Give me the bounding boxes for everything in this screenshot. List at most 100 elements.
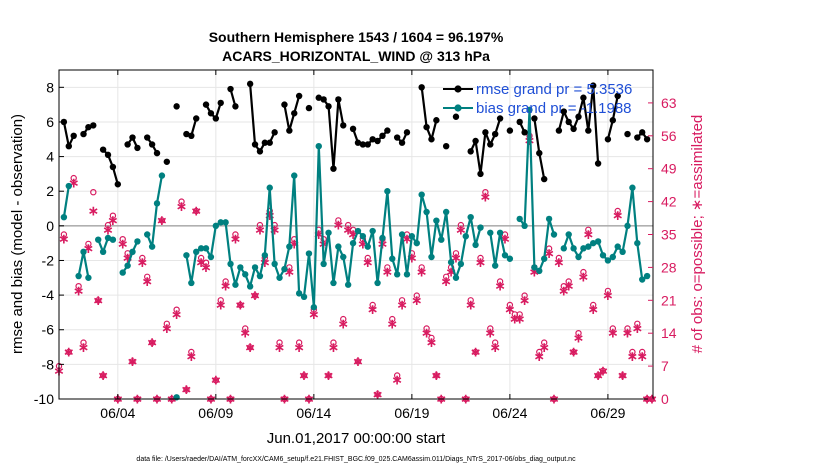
bias-point [536, 267, 543, 275]
x-tick-label: 06/19 [394, 405, 429, 421]
y-tick-label: 4 [46, 149, 54, 165]
obs-possible-point [389, 315, 396, 323]
obs-possible-point [477, 254, 484, 262]
obs-possible-point [506, 301, 514, 309]
obs-assimilated-point: ∗ [58, 232, 70, 248]
rmse-point [442, 142, 450, 150]
right-y-axis-ticks: 0 7 14 21 28 35 42 49 56 63 [648, 95, 677, 407]
obs-assimilated-point: ∗ [538, 340, 550, 356]
obs-possible-point [330, 339, 337, 346]
bias-point [237, 264, 244, 271]
obs-possible-point [398, 297, 406, 304]
bias-point [452, 274, 460, 281]
rmse-line-segment [283, 95, 301, 132]
obs-possible-point [516, 311, 523, 318]
rmse-point [129, 134, 136, 141]
bias-point [585, 243, 592, 250]
bias-point [462, 233, 469, 240]
obs-possible-point [75, 283, 82, 290]
bias-point [408, 233, 416, 240]
rmse-point [531, 115, 538, 122]
bias-point [134, 238, 141, 245]
bias-point [467, 213, 474, 221]
obs-possible-point [222, 278, 229, 285]
obs-assimilated-point: ∗ [332, 218, 344, 234]
bias-point [251, 264, 259, 271]
obs-possible-point [457, 221, 465, 229]
obs-possible-point [639, 348, 646, 356]
bias-point [276, 274, 283, 281]
obs-assimilated-point: ∗ [274, 340, 286, 356]
obs-possible-point [629, 348, 636, 356]
obs-assimilated-point: ∗ [136, 255, 148, 271]
obs-assimilated-point: ∗ [234, 298, 246, 314]
obs-possible-point [590, 301, 597, 309]
obs-possible-point [570, 348, 577, 356]
bias-point [349, 239, 357, 247]
rmse-series [60, 80, 651, 188]
rmse-point [585, 127, 592, 134]
rmse-point [349, 125, 357, 133]
rmse-point [643, 136, 651, 143]
bias-point [197, 245, 205, 252]
bias-point [340, 253, 347, 261]
rmse-point [246, 80, 254, 88]
obs-possible-point [472, 348, 479, 356]
obs-assimilated-point: ∗ [220, 279, 232, 295]
bias-line-segment [146, 175, 163, 248]
obs-possible-point [193, 207, 200, 215]
rmse-point [335, 96, 342, 103]
obs-assimilated-point: ∗ [421, 326, 433, 342]
rmse-point [555, 127, 563, 134]
obs-possible-point [354, 358, 362, 365]
rmse-line-segment [205, 102, 222, 120]
obs-possible-point [70, 174, 77, 182]
y-tick-label: 2 [46, 183, 54, 199]
obs-possible-point [580, 268, 587, 276]
bias-point [320, 260, 327, 268]
bias-point [207, 253, 215, 261]
obs-assimilated-point: ∗ [406, 251, 418, 267]
right-y-tick-label: 56 [661, 128, 677, 144]
obs-assimilated-point: ∗ [161, 321, 173, 337]
obs-assimilated-point: ∗ [440, 274, 452, 290]
rmse-point [286, 127, 293, 134]
bias-point [570, 245, 577, 252]
bias-point [580, 245, 587, 252]
right-y-tick-label: 35 [661, 227, 677, 243]
bias-point [75, 272, 82, 280]
right-y-tick-label: 42 [661, 194, 677, 210]
obs-possible-point [487, 325, 494, 332]
bias-point [501, 252, 509, 259]
obs-assimilated-point: ∗ [396, 298, 408, 314]
obs-possible-point [491, 339, 499, 346]
obs-assimilated-point: ∗ [367, 302, 379, 318]
rmse-point [104, 151, 112, 159]
obs-assimilated-point: ∗ [514, 312, 526, 328]
obs-possible-point [90, 188, 97, 196]
bias-line-segment [62, 185, 70, 218]
bias-point [256, 272, 264, 280]
rmse-point [188, 132, 195, 139]
obs-assimilated-point: ∗ [244, 340, 256, 356]
obs-assimilated-point: ∗ [146, 335, 158, 351]
rmse-point [85, 123, 92, 131]
obs-possible-point [300, 372, 308, 379]
rmse-point [99, 146, 107, 153]
obs-possible-point [604, 287, 612, 295]
obs-assimilated-point: ∗ [494, 279, 506, 295]
obs-possible-point [183, 386, 190, 393]
rmse-point [291, 110, 298, 117]
obs-assimilated-point: ∗ [92, 293, 104, 309]
obs-possible-point [384, 264, 391, 271]
bias-point [433, 217, 440, 224]
y-tick-label: -8 [42, 356, 55, 372]
obs-possible-point [560, 283, 568, 290]
obs-assimilated-point: ∗ [386, 316, 398, 332]
obs-assimilated-point: ∗ [372, 387, 384, 403]
bias-point [330, 279, 337, 287]
obs-possible-point [619, 372, 626, 379]
y-tick-label: 6 [46, 114, 54, 130]
obs-assimilated-point: ∗ [587, 302, 599, 318]
obs-possible-point [614, 207, 621, 215]
